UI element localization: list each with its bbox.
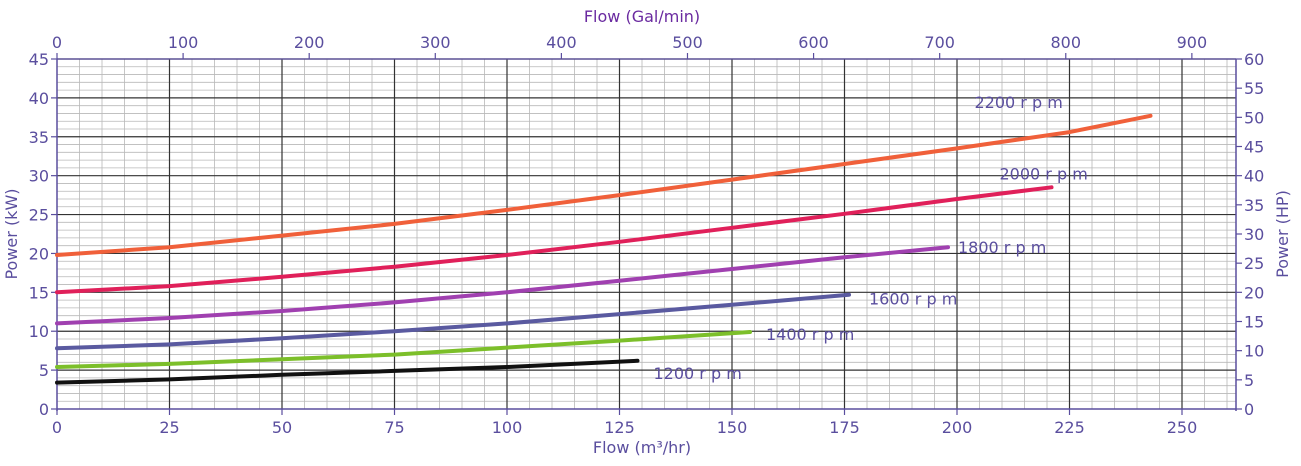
series-line-1400rpm [55,330,752,369]
x-top-tick-label: 100 [168,33,199,52]
y-right-tick-label: 55 [1244,79,1264,98]
series-label: 1800 r p m [958,238,1046,257]
y-right-tick-label: 45 [1244,138,1264,157]
x-top-tick-label: 200 [294,33,325,52]
series-layer [55,113,1153,385]
y-tick-label: 10 [29,322,49,341]
y-right-tick-label: 25 [1244,254,1264,273]
y-tick-label: 35 [29,128,49,147]
series-label: 1600 r p m [869,290,957,309]
y-right-tick-label: 20 [1244,283,1264,302]
series-label: 1200 r p m [654,364,742,383]
y-right-tick-label: 0 [1244,400,1254,419]
series-label: 2200 r p m [975,93,1063,112]
series-label: 1400 r p m [766,325,854,344]
x-tick-label: 0 [52,418,62,437]
x-top-tick-label: 400 [546,33,577,52]
x-tick-label: 225 [1054,418,1085,437]
x-tick-label: 25 [159,418,179,437]
y-tick-label: 30 [29,167,49,186]
labels-layer: 1200 r p m 1400 r p m 1600 r p m 1800 r p m… [654,93,1088,383]
y-right-tick-label: 50 [1244,108,1264,127]
y-tick-label: 0 [39,400,49,419]
y-tick-label: 25 [29,206,49,225]
axes [56,58,1237,411]
y-right-tick-label: 35 [1244,196,1264,215]
y-right-tick-label: 10 [1244,342,1264,361]
x-tick-label: 250 [1167,418,1198,437]
series-line-1200rpm [55,358,640,385]
x-top-tick-label: 0 [52,33,62,52]
y-tick-label: 20 [29,244,49,263]
y-tick-label: 5 [39,361,49,380]
y-right-tick-label: 60 [1244,50,1264,69]
y-tick-label: 45 [29,50,49,69]
y-tick-label: 40 [29,89,49,108]
x-top-tick-label: 900 [1177,33,1208,52]
x-top-tick-label: 300 [420,33,451,52]
x-tick-label: 75 [384,418,404,437]
series-label: 2000 r p m [1000,164,1088,183]
x-tick-label: 125 [604,418,635,437]
series-line-2000rpm [55,185,1054,295]
x-axis-title-bottom: Flow (m³/hr) [593,438,691,457]
y-axis-title-right: Power (HP) [1273,190,1292,278]
minor-grid [57,59,1236,409]
x-tick-label: 150 [717,418,748,437]
x-tick-label: 50 [272,418,292,437]
x-top-tick-label: 700 [924,33,955,52]
x-tick-label: 175 [829,418,860,437]
y-right-tick-label: 5 [1244,371,1254,390]
y-axis-title-left: Power (kW) [2,188,21,279]
x-axis-title-top: Flow (Gal/min) [584,7,700,26]
x-top-tick-label: 600 [798,33,829,52]
series-line-1800rpm [55,245,950,326]
x-tick-label: 200 [942,418,973,437]
series-line-2200rpm [55,113,1153,257]
y-right-tick-label: 40 [1244,167,1264,186]
x-top-tick-label: 800 [1050,33,1081,52]
y-right-tick-label: 30 [1244,225,1264,244]
x-tick-label: 100 [492,418,523,437]
series-line-1600rpm [55,292,851,351]
y-tick-label: 15 [29,283,49,302]
x-top-tick-label: 500 [672,33,703,52]
y-right-tick-label: 15 [1244,313,1264,332]
